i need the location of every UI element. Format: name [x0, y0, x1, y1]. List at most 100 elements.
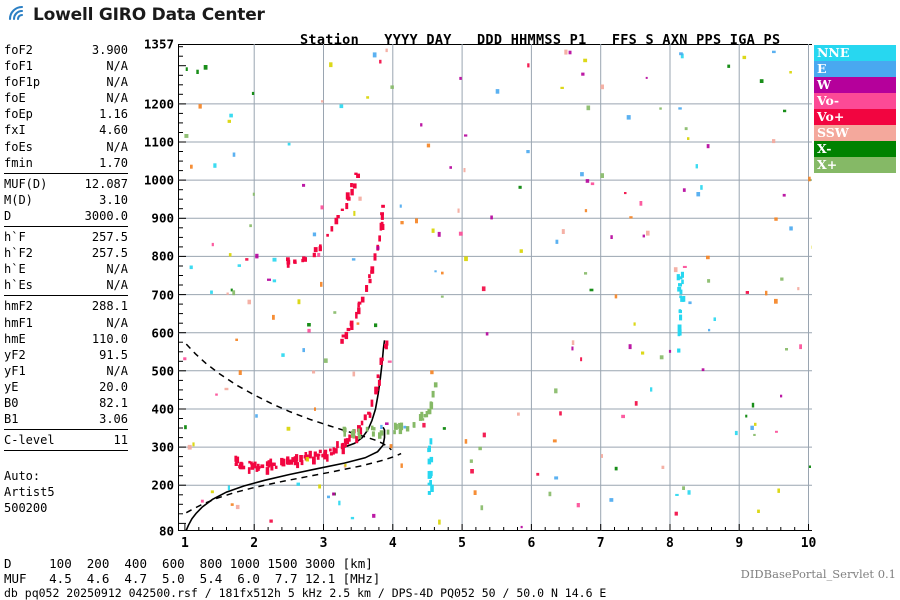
noise-point	[458, 231, 463, 236]
echo-point	[385, 343, 388, 350]
legend-item-ssw[interactable]: SSW	[814, 125, 896, 141]
noise-point	[675, 493, 679, 496]
echo-point	[360, 296, 365, 303]
noise-point	[385, 48, 388, 53]
legend-item-x-[interactable]: X-	[814, 141, 896, 157]
echo-point	[291, 457, 296, 463]
noise-point	[518, 185, 522, 189]
noise-point	[438, 519, 441, 525]
legend-item-w[interactable]: W	[814, 77, 896, 93]
legend-item-vo-[interactable]: Vo-	[814, 93, 896, 109]
echo-point	[365, 426, 369, 432]
noise-point	[297, 299, 301, 305]
echo-point	[344, 331, 349, 340]
legend-item-label: Vo-	[817, 93, 840, 108]
echo-point	[677, 348, 681, 353]
noise-point	[751, 402, 755, 408]
echo-point	[385, 340, 389, 346]
echo-point	[431, 390, 435, 398]
echo-point	[357, 303, 360, 308]
echo-point	[423, 414, 427, 418]
noise-point	[713, 317, 716, 321]
echo-point	[420, 411, 424, 419]
ionogram-plot[interactable]	[178, 44, 812, 531]
parameter-row: h`F2 257.5	[4, 245, 128, 261]
parameter-key: hmF1	[4, 315, 33, 330]
noise-point	[561, 229, 565, 234]
parameter-value: 3.10	[99, 192, 128, 207]
noise-point	[485, 332, 489, 336]
noise-point	[626, 115, 631, 120]
noise-point	[789, 71, 792, 74]
parameter-key: h`E	[4, 262, 26, 277]
echo-point	[326, 454, 329, 462]
noise-point	[674, 511, 678, 516]
noise-point	[490, 215, 493, 220]
legend-item-nne[interactable]: NNE	[814, 45, 896, 61]
parameter-row: foE N/A	[4, 90, 128, 106]
parameter-row: yF1 N/A	[4, 363, 128, 379]
parameter-row: foF1 N/A	[4, 58, 128, 74]
echo-point	[286, 456, 290, 464]
echo-point	[677, 332, 681, 337]
echo-point	[256, 466, 261, 470]
echo-point	[429, 480, 432, 486]
noise-point	[772, 139, 776, 144]
noise-point	[780, 394, 783, 398]
noise-point	[560, 86, 564, 89]
echo-point	[299, 455, 303, 462]
scale-row-muf: MUF 4.5 4.6 4.7 5.0 5.4 6.0 7.7 12.1 [MH…	[4, 570, 381, 586]
echo-point	[355, 311, 358, 319]
parameter-value: N/A	[106, 315, 128, 330]
legend-item-vo-[interactable]: Vo+	[814, 109, 896, 125]
parameter-row: h`Es N/A	[4, 277, 128, 293]
noise-point	[232, 290, 236, 296]
station-header-columns: Station YYYY DAY DDD HHMMSS P1 FFS S AXN…	[300, 32, 781, 48]
noise-point	[237, 264, 241, 267]
parameter-key: h`Es	[4, 278, 33, 293]
echo-point	[286, 259, 291, 265]
noise-point	[245, 258, 249, 261]
parameter-key: foE	[4, 91, 26, 106]
noise-point	[227, 485, 230, 491]
noise-point	[440, 295, 444, 298]
y-axis-labels: 80 200 300 400 500 600 700 800 900 1000 1100 1200 13…	[126, 37, 174, 539]
echo-point	[421, 418, 425, 421]
parameter-group: hmF2 288.1 hmF1 N/A hmE 110.0 yF2 91.5 yF1 N/A yE 2…	[4, 298, 128, 431]
noise-point	[272, 279, 277, 283]
echo-point	[398, 428, 403, 435]
giro-wave-icon	[8, 4, 30, 26]
noise-point	[358, 196, 362, 201]
echo-point	[370, 399, 374, 407]
legend-item-e[interactable]: E	[814, 61, 896, 77]
noise-point	[210, 490, 214, 494]
noise-point	[215, 393, 218, 396]
echo-point	[373, 253, 377, 261]
y-axis-tick-label: 1200	[143, 96, 174, 112]
noise-point	[286, 426, 291, 431]
echo-point	[427, 448, 430, 453]
noise-point	[777, 488, 780, 493]
noise-point	[482, 432, 486, 438]
echo-point	[326, 233, 329, 237]
noise-point	[200, 499, 204, 503]
noise-point	[682, 188, 686, 192]
plot-canvas	[178, 44, 812, 531]
echo-point	[354, 172, 358, 175]
legend-item-x-[interactable]: X+	[814, 157, 896, 173]
noise-point	[464, 256, 468, 262]
noise-point	[426, 143, 431, 148]
parameter-value: 3.06	[99, 412, 128, 427]
x-axis-tick-label: 2	[250, 536, 259, 551]
noise-point	[272, 314, 275, 320]
noise-point	[230, 288, 233, 292]
noise-point	[350, 516, 355, 520]
echo-point	[301, 258, 304, 263]
parameter-key: foEs	[4, 139, 33, 154]
noise-point	[318, 484, 321, 489]
parameter-value: N/A	[106, 262, 128, 277]
echo-point	[676, 274, 680, 281]
noise-point	[470, 469, 474, 474]
echo-point	[357, 434, 362, 439]
parameter-row: fxI 4.60	[4, 122, 128, 138]
